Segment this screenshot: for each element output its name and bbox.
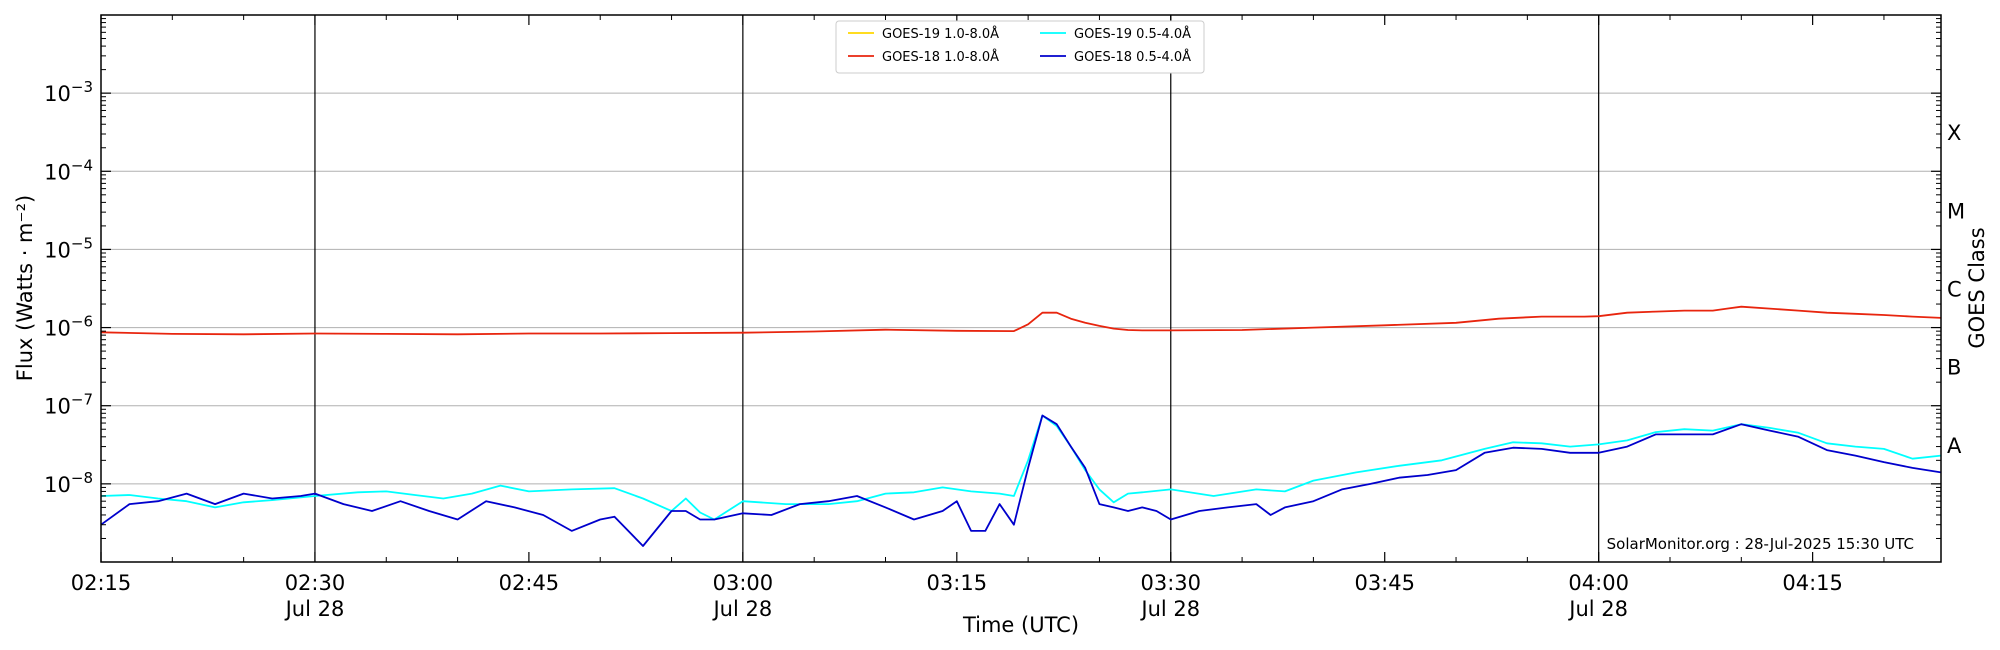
goes-class-label: B <box>1947 356 1961 380</box>
series-line-1 <box>101 305 1941 336</box>
x-tick-label: 02:45 <box>499 571 560 595</box>
y-tick-label: 10−8 <box>44 469 93 497</box>
y-axis-right-title: GOES Class <box>1965 227 1989 348</box>
goes-class-label: A <box>1947 434 1962 458</box>
x-tick-label: 02:30 <box>285 571 346 595</box>
legend-label: GOES-18 0.5-4.0Å <box>1074 49 1191 65</box>
series-line-2 <box>101 414 1941 521</box>
legend-label: GOES-19 1.0-8.0Å <box>882 26 999 42</box>
day-separator-lines <box>314 15 1600 562</box>
y-tick-label: 10−5 <box>44 234 93 262</box>
legend-label: GOES-19 0.5-4.0Å <box>1074 26 1191 42</box>
grid-lines <box>101 14 1941 563</box>
x-tick-label: 04:15 <box>1782 571 1843 595</box>
x-tick-date-label: Jul 28 <box>1139 597 1200 621</box>
y-tick-label: 10−4 <box>44 156 93 184</box>
data-series <box>101 305 1941 547</box>
y-tick-label: 10−6 <box>44 313 93 341</box>
legend-box <box>835 20 1205 74</box>
x-tick-label: 03:45 <box>1354 571 1415 595</box>
y-tick-label: 10−7 <box>44 391 93 419</box>
x-tick-date-label: Jul 28 <box>284 597 345 621</box>
x-tick-label: 03:30 <box>1141 571 1202 595</box>
y-axis-title: Flux (Watts · m⁻²) <box>13 195 37 381</box>
axis-ticks <box>100 15 1941 562</box>
goes-class-label: C <box>1947 278 1962 302</box>
legend-label: GOES-18 1.0-8.0Å <box>882 49 999 65</box>
x-tick-date-label: Jul 28 <box>1567 597 1628 621</box>
plot-frame <box>100 14 1942 563</box>
goes-class-label: M <box>1947 199 1965 223</box>
goes-class-label: X <box>1947 121 1961 145</box>
x-axis-title: Time (UTC) <box>962 613 1079 637</box>
legend: GOES-19 1.0-8.0Å GOES-18 1.0-8.0Å GOES-19 … <box>835 20 1205 74</box>
x-tick-date-label: Jul 28 <box>711 597 772 621</box>
x-tick-label: 04:00 <box>1568 571 1629 595</box>
y-tick-label: 10−3 <box>44 78 93 106</box>
series-line-3 <box>101 414 1941 547</box>
x-tick-label: 03:15 <box>927 571 988 595</box>
x-tick-label: 03:00 <box>713 571 774 595</box>
x-tick-label: 02:15 <box>71 571 132 595</box>
credit-text: SolarMonitor.org : 28-Jul-2025 15:30 UTC <box>1607 535 1914 553</box>
